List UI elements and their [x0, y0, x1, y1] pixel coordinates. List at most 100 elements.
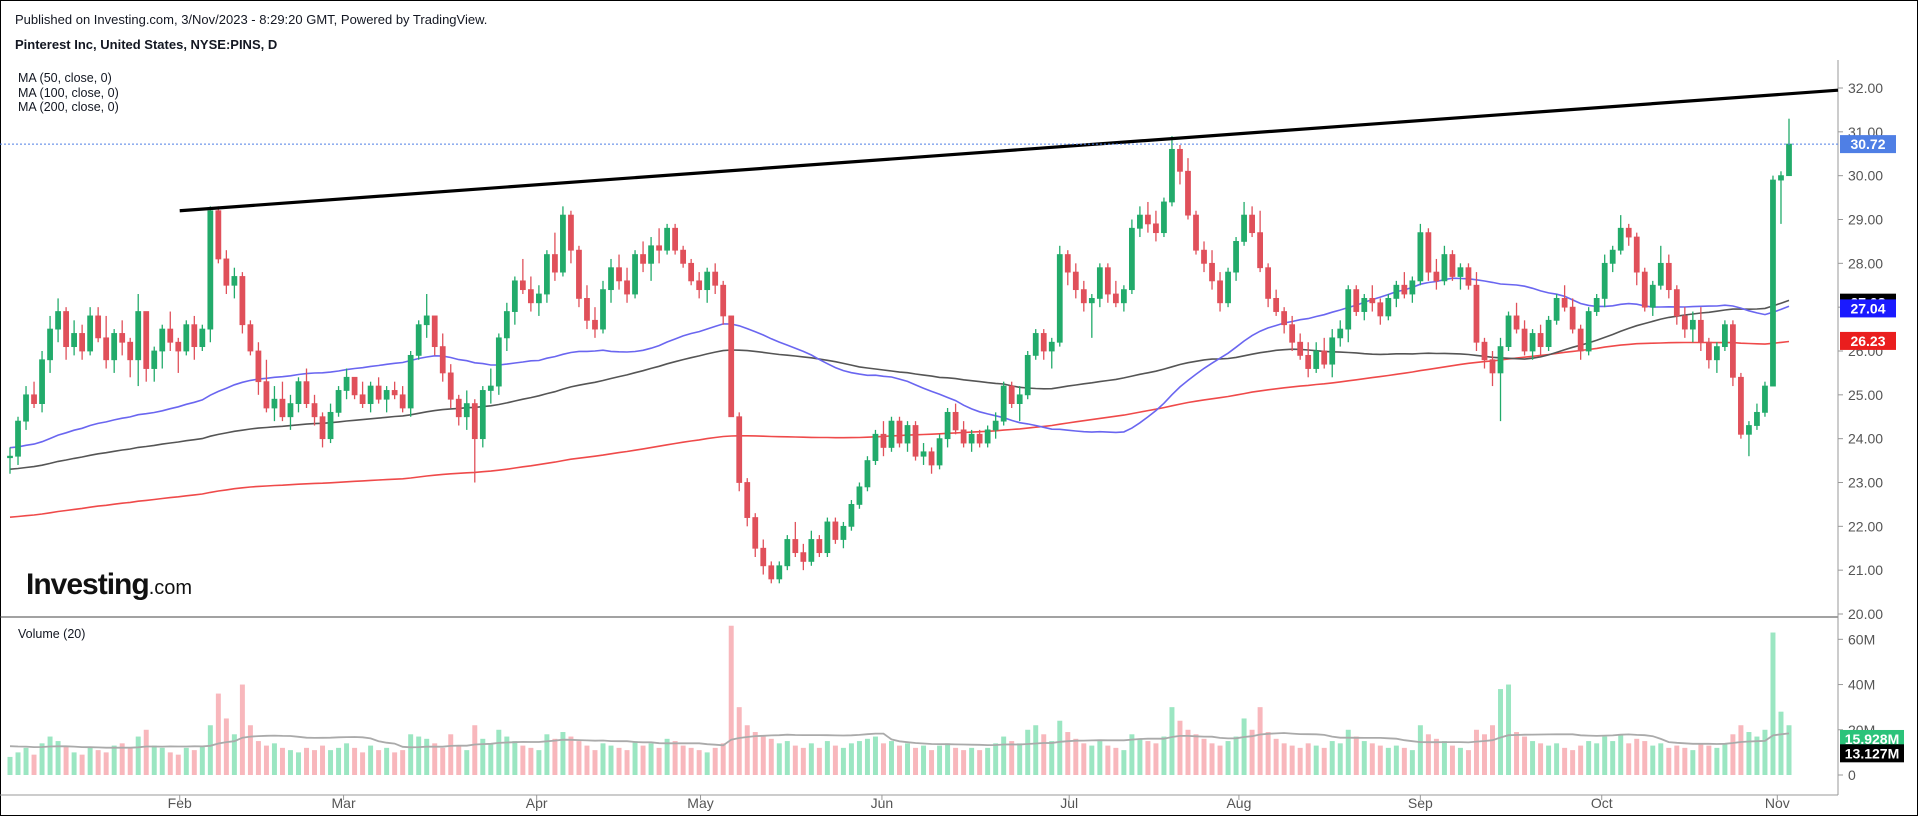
- candle-body: [840, 525, 847, 540]
- volume-bar: [1185, 729, 1191, 775]
- volume-bar: [552, 738, 558, 775]
- price-tick-label: 21.00: [1848, 562, 1883, 578]
- volume-bar: [640, 745, 646, 775]
- candle-body: [1561, 297, 1568, 308]
- volume-bar: [215, 693, 221, 775]
- price-tick-label: 32.00: [1848, 80, 1883, 96]
- volume-bar: [1361, 741, 1367, 775]
- candle-body: [431, 315, 438, 348]
- volume-bar: [1506, 684, 1512, 775]
- candle-body: [1778, 175, 1784, 181]
- volume-bar: [1017, 743, 1023, 775]
- candle-body: [1625, 227, 1632, 238]
- volume-bar: [728, 625, 734, 775]
- volume-bar: [1353, 736, 1359, 775]
- candle-body: [728, 315, 735, 418]
- ma200-legend: MA (200, close, 0): [18, 100, 119, 114]
- candle-body: [1056, 254, 1063, 343]
- volume-bar: [127, 747, 133, 775]
- volume-bar: [1169, 707, 1175, 775]
- ma50-legend: MA (50, close, 0): [18, 71, 112, 85]
- volume-bar: [913, 747, 919, 775]
- volume-bar: [1425, 734, 1431, 775]
- candle-body: [1072, 271, 1079, 291]
- candle-body: [544, 254, 550, 295]
- candle-body: [600, 289, 606, 330]
- volume-bar: [897, 745, 902, 775]
- candle-body: [1521, 328, 1528, 352]
- price-tick-label: 23.00: [1848, 475, 1883, 491]
- volume-bar: [800, 747, 806, 775]
- volume-bar: [1634, 738, 1640, 775]
- candle-body: [295, 381, 302, 404]
- volume-bar: [376, 750, 382, 775]
- volume-bar: [143, 729, 149, 775]
- volume-bar: [1337, 743, 1343, 775]
- candle-body: [1513, 315, 1520, 330]
- volume-bar: [1570, 750, 1576, 775]
- volume-bar: [600, 743, 606, 775]
- candle-body: [1553, 297, 1560, 321]
- candle-body: [311, 403, 318, 418]
- candle-body: [439, 346, 446, 374]
- volume-bar: [1049, 741, 1055, 775]
- volume-bar: [239, 684, 245, 775]
- volume-value-tag-bg: [1840, 729, 1904, 748]
- candle-body: [1481, 341, 1488, 361]
- ma-legend: MA (50, close, 0) MA (100, close, 0) MA …: [18, 71, 119, 115]
- ma50-value-tag-bg: [1840, 299, 1896, 318]
- candle-body: [1233, 241, 1239, 273]
- candle-body: [984, 429, 991, 444]
- candle-body: [808, 539, 815, 562]
- volume-bar: [1770, 632, 1776, 775]
- candle-body: [696, 280, 703, 291]
- volume-bar: [1602, 736, 1608, 775]
- volume-bar: [400, 750, 406, 775]
- candle-body: [624, 280, 630, 295]
- candle-body: [367, 385, 374, 405]
- volume-bar: [1129, 734, 1135, 775]
- volume-bar: [1257, 707, 1263, 775]
- candle-body: [536, 293, 542, 304]
- volume-bar: [688, 747, 694, 775]
- price-tick-label: 22.00: [1848, 518, 1883, 534]
- volume-bar: [191, 750, 197, 775]
- volume-bar: [520, 745, 526, 775]
- volume-bar: [1401, 747, 1407, 775]
- candle-body: [1096, 267, 1103, 299]
- volume-bar: [328, 750, 334, 775]
- volume-bar: [784, 741, 790, 775]
- volume-bar: [1265, 732, 1271, 775]
- volume-bar: [704, 752, 710, 775]
- volume-bar: [905, 743, 910, 775]
- volume-bar: [287, 750, 293, 775]
- volume-bar: [720, 743, 726, 775]
- candle-body: [527, 289, 534, 304]
- volume-bar: [1041, 734, 1047, 775]
- candle-body: [656, 245, 662, 251]
- candle-body: [1441, 254, 1448, 282]
- volume-bar: [1329, 741, 1335, 775]
- volume-tick-label: 0: [1848, 767, 1856, 783]
- candle-body: [1297, 341, 1304, 356]
- volume-bar: [1746, 732, 1752, 775]
- volume-bar: [95, 750, 101, 775]
- volume-bar: [1057, 720, 1063, 775]
- candle-body: [1201, 249, 1207, 264]
- candle-body: [407, 354, 414, 409]
- volume-bar: [512, 741, 518, 775]
- candle-body: [399, 394, 406, 409]
- candle-body: [1609, 249, 1616, 264]
- volume-bar: [985, 747, 991, 775]
- candle-body: [455, 398, 462, 418]
- volume-bar: [1538, 743, 1544, 775]
- candle-body: [1281, 311, 1288, 326]
- volume-bar: [624, 750, 630, 775]
- candle-body: [816, 539, 823, 554]
- candle-body: [912, 425, 919, 457]
- candle-body: [936, 438, 943, 466]
- volume-bar: [856, 741, 862, 775]
- volume-bar: [672, 741, 678, 775]
- candle-body: [648, 245, 654, 264]
- candle-body: [1657, 262, 1664, 286]
